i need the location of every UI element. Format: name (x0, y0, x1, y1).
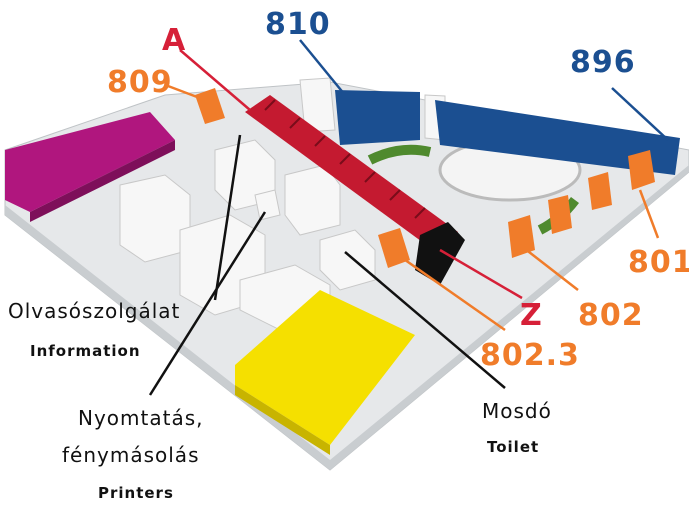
room-label: 802.3 (480, 338, 580, 373)
room-label: 809 (107, 65, 173, 100)
shelf-end-label: Z (520, 298, 543, 333)
block-810 (335, 90, 420, 145)
service-english: Information (30, 342, 141, 360)
shelf-start-label: A (162, 23, 186, 58)
library-map: A 810 896 809 801 802 Z 802.3 Olvasószol… (0, 0, 689, 506)
service-english: Toilet (487, 438, 539, 456)
service-name: fénymásolás (62, 443, 199, 467)
service-name: Olvasószolgálat (8, 299, 180, 323)
room-label: 810 (265, 7, 331, 42)
service-name: Mosdó (482, 399, 552, 423)
service-name: Nyomtatás, (78, 406, 204, 430)
room-label: 896 (570, 45, 636, 80)
service-english: Printers (98, 484, 174, 502)
room-label: 802 (578, 298, 644, 333)
room-label: 801 (628, 245, 689, 280)
